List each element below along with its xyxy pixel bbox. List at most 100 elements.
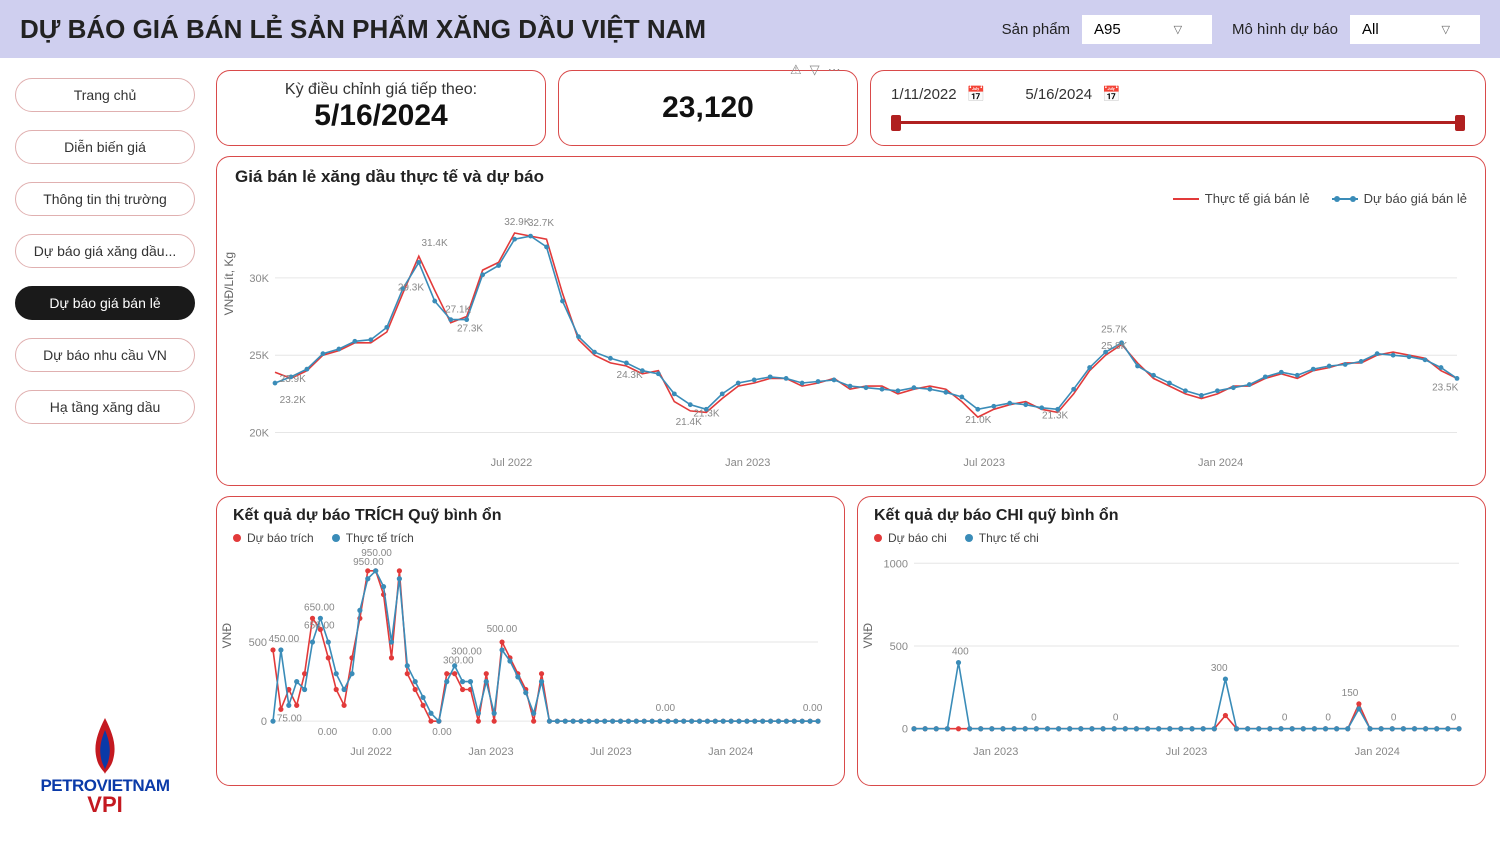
dot-icon bbox=[874, 534, 882, 542]
model-select[interactable]: All ▽ bbox=[1350, 15, 1480, 44]
sidebar-item-5[interactable]: Dự báo nhu cầu VN bbox=[15, 338, 195, 372]
svg-text:500.00: 500.00 bbox=[487, 624, 518, 635]
filter-icon[interactable]: ▽ bbox=[810, 62, 820, 78]
y-axis-label: VNĐ/Lít, Kg bbox=[222, 252, 236, 315]
legend-forecast[interactable]: Dự báo giá bán lẻ bbox=[1332, 191, 1467, 206]
main-chart-panel: Giá bán lẻ xăng dầu thực tế và dự báo Th… bbox=[216, 156, 1486, 486]
sidebar-item-1[interactable]: Diễn biến giá bbox=[15, 130, 195, 164]
svg-text:400: 400 bbox=[952, 647, 969, 658]
svg-text:21.3K: 21.3K bbox=[1042, 410, 1068, 421]
next-date-value: 5/16/2024 bbox=[314, 99, 447, 133]
header-bar: DỰ BÁO GIÁ BÁN LẺ SẢN PHẨM XĂNG DẦU VIỆT… bbox=[0, 0, 1500, 58]
sidebar-item-6[interactable]: Hạ tầng xăng dầu bbox=[15, 390, 195, 424]
svg-text:300.00: 300.00 bbox=[451, 647, 482, 658]
svg-text:1000: 1000 bbox=[884, 558, 908, 570]
svg-text:0: 0 bbox=[1451, 713, 1457, 724]
svg-text:27.3K: 27.3K bbox=[457, 324, 483, 335]
svg-text:Jan 2023: Jan 2023 bbox=[973, 746, 1018, 758]
price-value: 23,120 bbox=[662, 91, 754, 125]
svg-text:23.2K: 23.2K bbox=[280, 395, 306, 406]
svg-text:25.7K: 25.7K bbox=[1101, 324, 1127, 335]
trich-s1-label: Dự báo trích bbox=[247, 531, 314, 545]
sidebar-item-3[interactable]: Dự báo giá xăng dầu... bbox=[15, 234, 195, 268]
svg-text:0: 0 bbox=[1282, 713, 1288, 724]
y-axis-label: VNĐ bbox=[861, 623, 875, 648]
legend-actual[interactable]: Thực tế giá bán lẻ bbox=[1173, 191, 1310, 206]
svg-text:0.00: 0.00 bbox=[803, 703, 823, 714]
logo: PETROVIETNAM VPI bbox=[40, 716, 169, 818]
svg-text:650.00: 650.00 bbox=[304, 602, 335, 613]
legend-line-icon bbox=[1332, 198, 1358, 200]
model-value: All bbox=[1362, 21, 1379, 38]
chi-s1-label: Dự báo chi bbox=[888, 531, 947, 545]
chi-chart-panel: Kết quả dự báo CHI quỹ bình ổn Dự báo ch… bbox=[857, 496, 1486, 786]
svg-text:25K: 25K bbox=[249, 350, 269, 362]
svg-text:Jan 2024: Jan 2024 bbox=[708, 746, 753, 758]
svg-text:Jan 2023: Jan 2023 bbox=[725, 457, 770, 469]
dot-icon bbox=[965, 534, 973, 542]
date-to-input[interactable]: 5/16/2024 📅 bbox=[1025, 85, 1120, 103]
trich-chart-panel: Kết quả dự báo TRÍCH Quỹ bình ổn Dự báo … bbox=[216, 496, 845, 786]
sidebar: Trang chủ Diễn biến giá Thông tin thị trườ… bbox=[0, 58, 210, 848]
next-date-label: Kỳ điều chỉnh giá tiếp theo: bbox=[285, 81, 477, 99]
chi-chart-title: Kết quả dự báo CHI quỹ bình ổn bbox=[874, 507, 1469, 525]
svg-text:Jul 2022: Jul 2022 bbox=[491, 457, 533, 469]
svg-text:Jul 2022: Jul 2022 bbox=[350, 746, 392, 758]
svg-text:500: 500 bbox=[890, 641, 908, 653]
date-from-input[interactable]: 1/11/2022 📅 bbox=[891, 85, 985, 103]
main-chart: 20K25K30KJul 2022Jan 2023Jul 2023Jan 202… bbox=[235, 210, 1467, 470]
svg-text:30K: 30K bbox=[249, 273, 269, 285]
main-chart-title: Giá bán lẻ xăng dầu thực tế và dự báo bbox=[235, 167, 1467, 187]
chi-legend-s1[interactable]: Dự báo chi bbox=[874, 531, 947, 545]
chevron-down-icon: ▽ bbox=[1442, 23, 1450, 36]
svg-text:Jul 2023: Jul 2023 bbox=[963, 457, 1005, 469]
svg-text:0.00: 0.00 bbox=[656, 703, 676, 714]
svg-text:0: 0 bbox=[902, 724, 908, 736]
toolbar-icons: ⚠ ▽ ⋯ bbox=[790, 62, 841, 78]
chi-s2-label: Thực tế chi bbox=[979, 531, 1039, 545]
dot-icon bbox=[332, 534, 340, 542]
trich-s2-label: Thực tế trích bbox=[346, 531, 414, 545]
svg-text:650.00: 650.00 bbox=[304, 620, 335, 631]
svg-text:0: 0 bbox=[1031, 713, 1037, 724]
trich-chart-title: Kết quả dự báo TRÍCH Quỹ bình ổn bbox=[233, 507, 828, 525]
svg-text:32.7K: 32.7K bbox=[528, 218, 554, 229]
svg-text:950.00: 950.00 bbox=[361, 549, 392, 559]
svg-text:500: 500 bbox=[249, 637, 267, 649]
chevron-down-icon: ▽ bbox=[1174, 23, 1182, 36]
svg-text:0: 0 bbox=[1325, 713, 1331, 724]
card-date-range: 1/11/2022 📅 5/16/2024 📅 bbox=[870, 70, 1486, 146]
svg-text:32.9K: 32.9K bbox=[504, 217, 530, 228]
svg-text:Jul 2023: Jul 2023 bbox=[590, 746, 632, 758]
chi-legend: Dự báo chi Thực tế chi bbox=[874, 531, 1469, 545]
date-range-slider[interactable] bbox=[891, 115, 1465, 131]
more-icon[interactable]: ⋯ bbox=[828, 62, 841, 78]
chi-chart: 05001000Jan 2023Jul 2023Jan 202440000300… bbox=[874, 549, 1469, 759]
filter-product: Sản phẩm A95 ▽ bbox=[1002, 15, 1212, 44]
sidebar-item-2[interactable]: Thông tin thị trường bbox=[15, 182, 195, 216]
svg-text:31.4K: 31.4K bbox=[421, 238, 447, 249]
svg-text:23.9K: 23.9K bbox=[280, 374, 306, 385]
svg-text:75.00: 75.00 bbox=[277, 713, 302, 724]
svg-text:21.3K: 21.3K bbox=[693, 408, 719, 419]
sidebar-item-4[interactable]: Dự báo giá bán lẻ bbox=[15, 286, 195, 320]
svg-text:0: 0 bbox=[261, 716, 267, 728]
top-cards: Kỳ điều chỉnh giá tiếp theo: 5/16/2024 2… bbox=[216, 70, 1486, 146]
product-select[interactable]: A95 ▽ bbox=[1082, 15, 1212, 44]
trich-legend-s2[interactable]: Thực tế trích bbox=[332, 531, 414, 545]
sidebar-item-0[interactable]: Trang chủ bbox=[15, 78, 195, 112]
flame-icon bbox=[83, 716, 127, 776]
svg-text:Jan 2024: Jan 2024 bbox=[1355, 746, 1400, 758]
card-price: 23,120 bbox=[558, 70, 858, 146]
content: Kỳ điều chỉnh giá tiếp theo: 5/16/2024 2… bbox=[210, 58, 1500, 848]
warning-icon[interactable]: ⚠ bbox=[790, 62, 802, 78]
calendar-icon: 📅 bbox=[1102, 85, 1121, 103]
trich-legend-s1[interactable]: Dự báo trích bbox=[233, 531, 314, 545]
trich-legend: Dự báo trích Thực tế trích bbox=[233, 531, 828, 545]
trich-chart: 0500Jul 2022Jan 2023Jul 2023Jan 2024450.… bbox=[233, 549, 828, 759]
chi-legend-s2[interactable]: Thực tế chi bbox=[965, 531, 1039, 545]
calendar-icon: 📅 bbox=[967, 85, 986, 103]
svg-text:0.00: 0.00 bbox=[318, 727, 338, 738]
legend-forecast-label: Dự báo giá bán lẻ bbox=[1364, 191, 1467, 206]
svg-text:21.0K: 21.0K bbox=[965, 415, 991, 426]
